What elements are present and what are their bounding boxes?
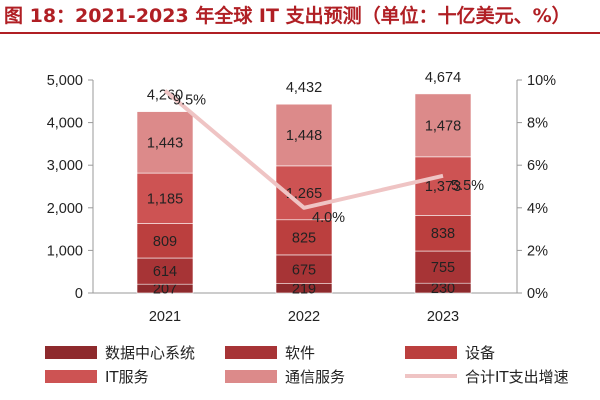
y-right-tick-label: 0% xyxy=(527,286,548,302)
bar-segment xyxy=(414,93,472,158)
segment-data-label: 230 xyxy=(431,281,455,297)
legend-item: IT服务 xyxy=(45,366,149,386)
bar-segment xyxy=(275,219,333,256)
y-right-tick-label: 2% xyxy=(527,243,548,259)
y-left-tick-label: 3,000 xyxy=(47,158,83,174)
x-tick-label: 2023 xyxy=(427,309,459,325)
legend-label: 合计IT支出增速 xyxy=(465,367,569,386)
chart-area: 0 1,000 2,000 3,000 4,000 5,000 0% 2% 4% 6% 8% 10% 2… xyxy=(47,70,556,325)
segment-data-label: 809 xyxy=(153,234,177,250)
legend-color-swatch xyxy=(405,345,457,359)
x-tick-label: 2021 xyxy=(149,309,181,325)
legend-label: 数据中心系统 xyxy=(105,343,196,362)
legend-color-swatch xyxy=(225,369,277,383)
legend-item: 数据中心系统 xyxy=(45,342,195,362)
legend-color-swatch xyxy=(45,345,97,359)
segment-data-label: 1,185 xyxy=(147,191,183,207)
bar-segment xyxy=(414,156,472,216)
segment-data-label: 755 xyxy=(431,260,455,276)
legend-item: 软件 xyxy=(225,342,315,362)
total-data-label: 4,674 xyxy=(425,70,461,86)
y-left-tick-label: 2,000 xyxy=(47,201,83,217)
bar-segment xyxy=(136,223,194,259)
legend-label: IT服务 xyxy=(105,367,149,386)
segment-data-label: 838 xyxy=(431,226,455,242)
growth-data-label: 5.5% xyxy=(451,178,484,194)
legend-line-swatch xyxy=(405,374,457,378)
legend-label: 通信服务 xyxy=(285,367,346,386)
y-left-tick-label: 1,000 xyxy=(47,243,83,259)
growth-data-label: 9.5% xyxy=(173,93,206,109)
bar-segment xyxy=(136,172,194,224)
segment-data-label: 825 xyxy=(292,230,316,246)
bar-segment xyxy=(136,111,194,174)
segment-data-label: 207 xyxy=(153,282,177,298)
y-right-tick-label: 6% xyxy=(527,158,548,174)
y-left-tick-label: 0 xyxy=(75,286,83,302)
y-right-tick-label: 4% xyxy=(527,201,548,217)
segment-data-label: 614 xyxy=(153,264,177,280)
y-left-tick-label: 4,000 xyxy=(47,116,83,132)
segment-data-label: 1,443 xyxy=(147,135,183,151)
segment-data-label: 675 xyxy=(292,262,316,278)
segment-data-label: 1,448 xyxy=(286,128,322,144)
x-tick-label: 2022 xyxy=(288,309,320,325)
bar-segment xyxy=(275,103,333,167)
segment-data-label: 1,478 xyxy=(425,118,461,134)
y-left-tick-label: 5,000 xyxy=(47,73,83,89)
bar-segment xyxy=(275,254,333,284)
figure-title: 图 18：2021-2023 年全球 IT 支出预测（单位：十亿美元、%） xyxy=(0,0,600,34)
bar-segment xyxy=(414,250,472,284)
legend-color-swatch xyxy=(45,369,97,383)
legend-item: 通信服务 xyxy=(225,366,345,386)
growth-data-label: 4.0% xyxy=(312,210,345,226)
growth-line xyxy=(163,89,444,210)
legend: 数据中心系统 软件 设备 IT服务 通信服务 合计IT支出增速 xyxy=(0,338,600,398)
segment-data-label: 1,373 xyxy=(425,179,461,195)
y-right-tick-label: 10% xyxy=(527,73,556,89)
bar-segment xyxy=(136,257,194,285)
legend-label: 软件 xyxy=(285,343,316,362)
legend-item: 合计IT支出增速 xyxy=(405,366,569,386)
bar-segment xyxy=(414,215,472,252)
legend-color-swatch xyxy=(225,345,277,359)
segment-data-label: 219 xyxy=(292,281,316,297)
y-right-tick-label: 8% xyxy=(527,116,548,132)
total-data-label: 4,432 xyxy=(286,80,322,96)
legend-item: 设备 xyxy=(405,342,495,362)
legend-label: 设备 xyxy=(465,343,496,362)
